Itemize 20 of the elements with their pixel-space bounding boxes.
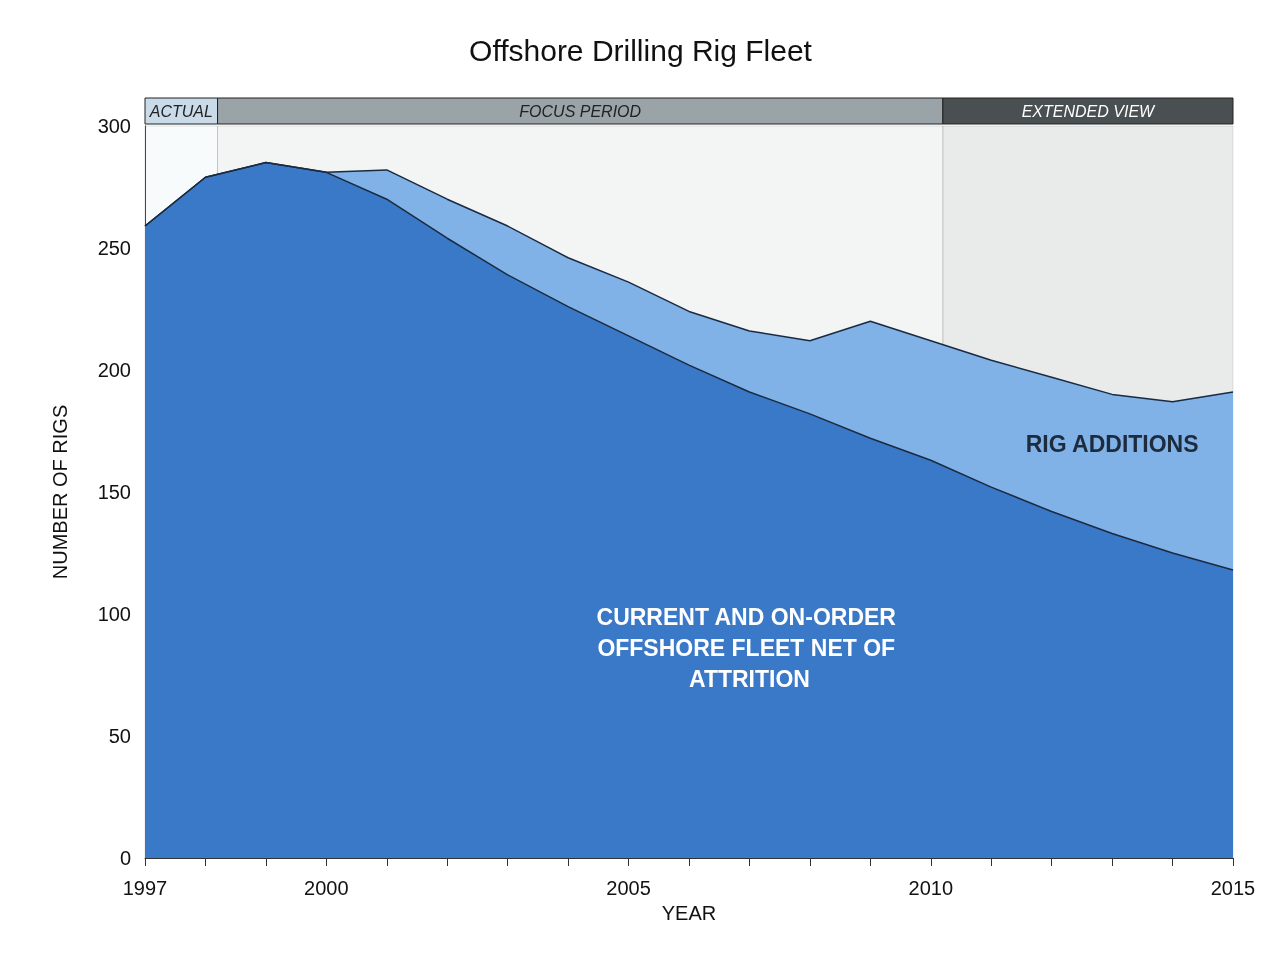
band-label: ACTUAL [148, 102, 213, 120]
x-axis-title: YEAR [661, 902, 717, 924]
annotation: CURRENT AND ON-ORDER OFFSHORE FLEET NET OF ATTRITION [596, 604, 903, 693]
band-label: FOCUS PERIOD [519, 102, 642, 120]
y-tick-label: 50 [108, 725, 131, 747]
y-tick-label: 150 [97, 481, 131, 503]
y-tick-label: 100 [97, 603, 131, 625]
x-tick-label: 2010 [908, 877, 954, 899]
y-tick-label: 300 [97, 115, 131, 137]
y-tick-label: 250 [97, 237, 131, 259]
y-tick-label: 0 [119, 847, 131, 869]
x-tick-label: 2015 [1210, 877, 1256, 899]
x-tick-label: 2005 [606, 877, 651, 899]
annotation: RIG ADDITIONS [1025, 431, 1199, 458]
band-label: EXTENDED VIEW [1021, 102, 1157, 120]
y-axis-title: NUMBER OF RIGS [49, 404, 71, 580]
x-tick-label: 2000 [304, 877, 349, 899]
chart-title: Offshore Drilling Rig Fleet [469, 33, 813, 67]
y-tick-label: 200 [97, 359, 131, 381]
x-tick-label: 1997 [122, 877, 168, 899]
